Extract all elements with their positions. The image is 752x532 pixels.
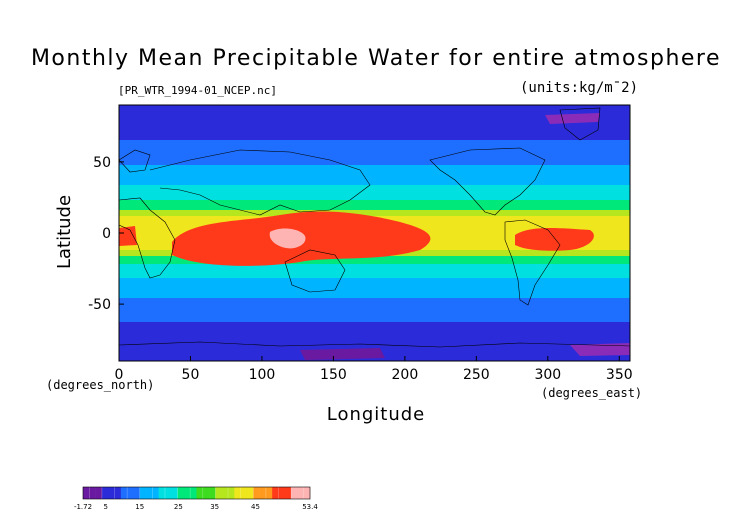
y-tick-label: 0 xyxy=(102,226,111,242)
colorbar: -1.72 5 15 25 35 45 53.4 xyxy=(74,486,318,511)
colorbar-swatch xyxy=(127,487,134,499)
x-axis: 0 50 100 150 200 250 300 350 xyxy=(115,356,633,383)
x-tick-label: 350 xyxy=(606,367,633,383)
coast-europe xyxy=(119,149,151,173)
coastlines xyxy=(119,107,630,348)
colorbar-label: 5 xyxy=(103,503,107,511)
x-tick-label: 0 xyxy=(115,367,124,383)
y-tick-label: -50 xyxy=(88,297,111,313)
colorbar-swatch xyxy=(152,487,159,499)
colorbar-swatch xyxy=(190,487,197,499)
colorbar-label: 15 xyxy=(135,503,144,511)
coast-antarctica xyxy=(119,341,630,348)
x-tick-label: 150 xyxy=(320,367,347,383)
colorbar-label: 53.4 xyxy=(302,503,318,511)
field-wet-south-america xyxy=(515,227,594,251)
colorbar-swatch xyxy=(253,487,260,499)
x-tick-label: 300 xyxy=(534,367,561,383)
colorbar-swatch xyxy=(146,487,153,499)
colorbar-swatch xyxy=(221,487,229,499)
colorbar-swatch xyxy=(196,487,204,499)
coast-north-america xyxy=(429,147,546,216)
colorbar-swatch xyxy=(246,487,254,499)
colorbar-label: 25 xyxy=(174,503,183,511)
x-unit-label: (degrees_east) xyxy=(541,386,643,400)
colorbar-swatch xyxy=(259,487,267,499)
colorbar-swatch xyxy=(95,487,103,499)
colorbar-swatch xyxy=(177,487,185,499)
field-dry-arctic xyxy=(545,113,600,124)
colorbar-swatch xyxy=(171,487,178,499)
x-tick-label: 100 xyxy=(249,367,276,383)
colorbar-swatch xyxy=(133,487,141,499)
colorbar-swatch xyxy=(240,487,248,499)
colorbar-swatch xyxy=(89,487,96,499)
coast-greenland xyxy=(559,107,601,141)
colorbar-swatch xyxy=(164,487,172,499)
field-dry-antarctic-core xyxy=(300,348,385,360)
field-dry-antarctic xyxy=(570,343,630,356)
coast-south-america xyxy=(504,219,561,306)
colorbar-swatch xyxy=(114,487,122,499)
colorbar-label: -1.72 xyxy=(74,503,92,511)
colorbar-swatch xyxy=(228,487,235,499)
x-axis-label: Longitude xyxy=(326,404,426,425)
x-tick-label: 200 xyxy=(392,367,419,383)
coast-africa xyxy=(119,197,176,279)
colorbar-swatch xyxy=(83,487,90,499)
field-wet-west xyxy=(119,226,137,246)
colorbar-swatch xyxy=(265,487,273,499)
colorbar-swatch xyxy=(209,487,216,499)
colorbar-swatch xyxy=(297,487,304,499)
colorbar-swatch xyxy=(234,487,241,499)
colorbar-swatch xyxy=(108,487,115,499)
y-axis: 50 0 -50 xyxy=(88,155,124,313)
colorbar-label: 35 xyxy=(210,503,219,511)
colorbar-frame xyxy=(82,486,311,500)
colorbar-swatch xyxy=(278,487,286,499)
coast-australia xyxy=(284,249,346,293)
colorbar-swatch xyxy=(202,487,210,499)
colorbar-swatch xyxy=(215,487,223,499)
colorbar-swatch xyxy=(303,487,311,499)
precipitable-water-field xyxy=(119,105,630,361)
y-tick-label: 50 xyxy=(93,155,111,171)
colorbar-label: 45 xyxy=(251,503,260,511)
coast-asia xyxy=(149,149,371,216)
colorbar-swatch xyxy=(284,487,292,499)
units-label: (units:kg/m¯2) xyxy=(520,80,639,96)
colorbar-swatch xyxy=(272,487,279,499)
colorbar-swatch xyxy=(139,487,147,499)
colorbar-swatch xyxy=(158,487,166,499)
x-tick-label: 250 xyxy=(463,367,490,383)
colorbar-swatch xyxy=(183,487,191,499)
colorbar-swatch xyxy=(101,487,109,499)
colorbar-swatch xyxy=(291,487,298,499)
x-tick-label: 50 xyxy=(182,367,200,383)
map-title: Monthly Mean Precipitable Water for enti… xyxy=(30,46,722,71)
dataset-filename: [PR_WTR_1994-01_NCEP.nc] xyxy=(118,84,277,97)
field-wettest-maritime-continent xyxy=(269,228,306,249)
colorbar-swatch xyxy=(120,487,128,499)
y-unit-label: (degrees_north) xyxy=(46,378,155,392)
y-axis-label: Latitude xyxy=(54,195,75,269)
